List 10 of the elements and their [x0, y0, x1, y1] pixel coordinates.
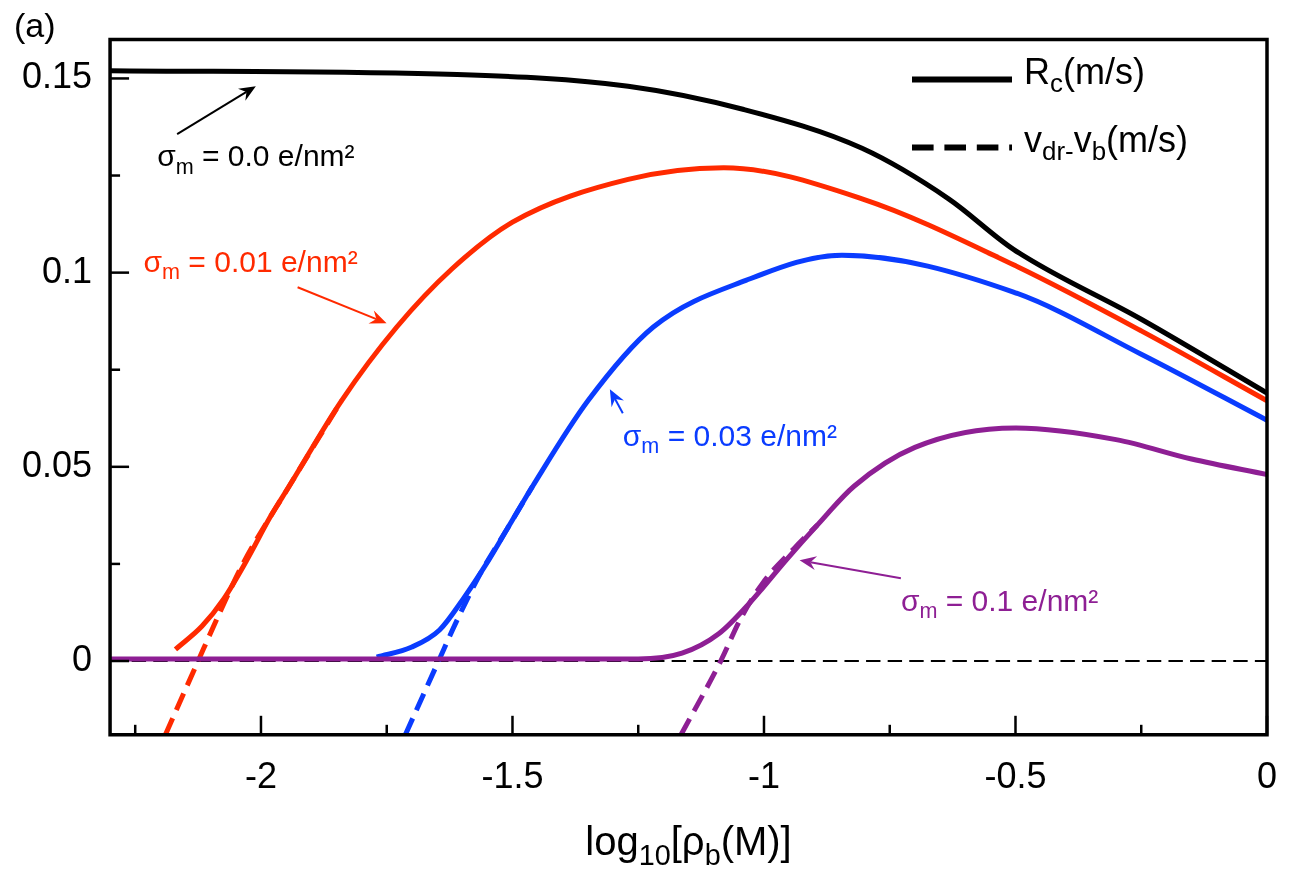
y-tick-label: 0.05: [21, 443, 93, 485]
y-tick-label: 0.15: [21, 55, 93, 97]
x-tick-label: 0: [1256, 755, 1278, 797]
x-tick-label: -0.5: [984, 755, 1047, 797]
y-tick-label: 0.1: [42, 249, 93, 291]
x-tick-label: -2: [244, 755, 277, 797]
x-tick-label: -1.5: [481, 755, 544, 797]
chart-title: (a): [14, 6, 56, 45]
x-tick-label: -1: [747, 755, 780, 797]
y-tick-label: 0: [72, 637, 93, 679]
